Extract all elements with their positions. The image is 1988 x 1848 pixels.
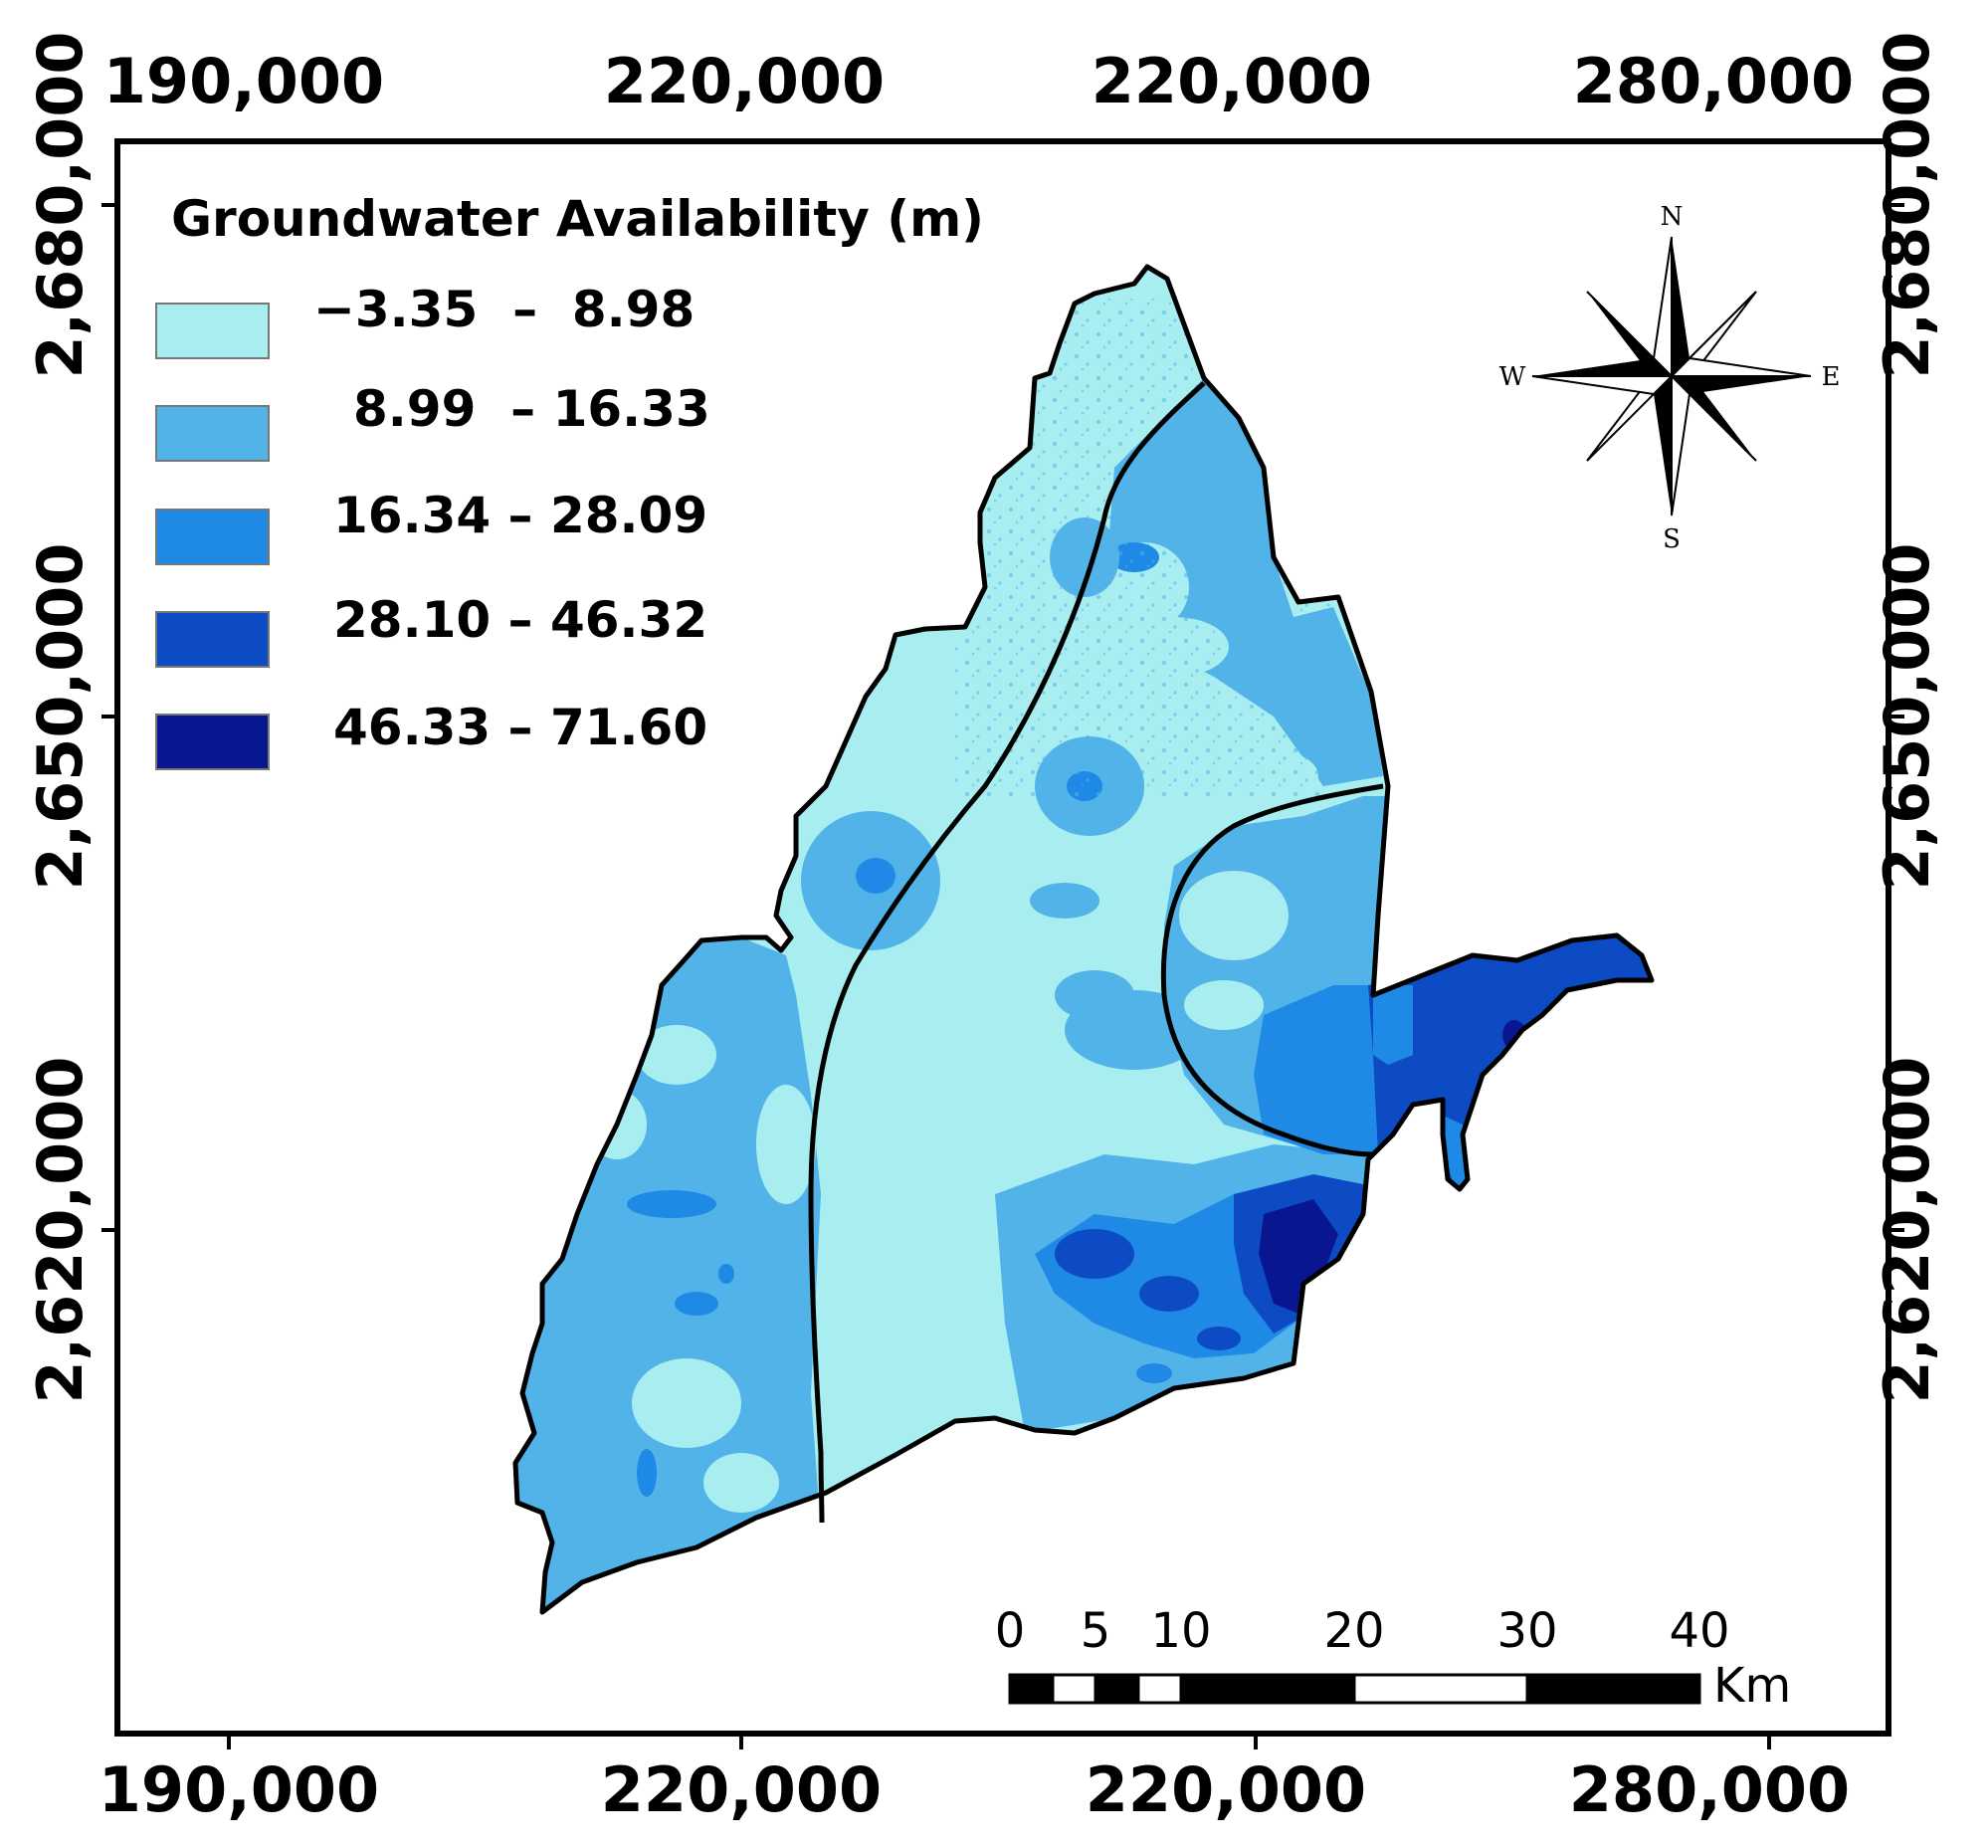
frame-ticks [101,203,1904,1749]
top-axis-label: 280,000 [1573,45,1854,117]
legend-label: 8.99 – 16.33 [353,380,710,438]
zone-boundary-east [1160,783,1384,1157]
left-axis-label: 2,620,000 [24,1056,97,1403]
legend-label: 28.10 – 46.32 [333,591,707,649]
scale-tick-label: 40 [1669,1603,1729,1659]
study-area-outline [512,264,1655,1615]
legend-swatch [155,611,270,668]
compass-west-label: W [1499,362,1526,392]
compass-east-label: E [1822,362,1841,392]
top-axis-label: 220,000 [604,45,885,117]
legend: Groundwater Availability (m) −3.35 – 8.9… [155,190,984,770]
left-axis-label: 2,650,000 [24,542,97,890]
scale-tick-label: 30 [1496,1603,1557,1659]
legend-label: 46.33 – 71.60 [333,699,707,756]
legend-swatch [155,509,270,565]
zone-boundary-west [808,381,1206,1524]
right-axis-label: 2,650,000 [1871,542,1943,890]
legend-swatch [155,405,270,462]
bottom-axis-label: 190,000 [99,1753,379,1826]
scale-unit-label: Km [1713,1658,1791,1714]
legend-swatch [155,714,270,770]
bottom-axis-label: 220,000 [601,1753,882,1826]
bottom-axis-label: 280,000 [1569,1753,1850,1826]
legend-label: 16.34 – 28.09 [333,487,707,544]
compass-north-label: N [1661,202,1684,232]
compass-south-label: S [1663,524,1681,554]
scale-tick-label: 20 [1323,1603,1384,1659]
legend-swatch [155,303,270,359]
scale-tick-label: 5 [1081,1603,1111,1659]
scale-tick-label: 0 [995,1603,1026,1659]
scale-bar: 0 5 10 20 30 40 Km [995,1603,1792,1714]
legend-title: Groundwater Availability (m) [171,190,984,248]
right-axis-label: 2,620,000 [1871,1056,1943,1403]
right-axis-label: 2,680,000 [1871,31,1943,378]
compass-rose-icon: N S E W [1499,202,1841,554]
scale-tick-label: 10 [1150,1603,1211,1659]
legend-label: −3.35 – 8.98 [313,281,695,338]
top-axis-label: 190,000 [103,45,384,117]
bottom-axis-label: 220,000 [1086,1753,1366,1826]
left-axis-label: 2,680,000 [24,31,97,378]
top-axis-label: 220,000 [1092,45,1372,117]
